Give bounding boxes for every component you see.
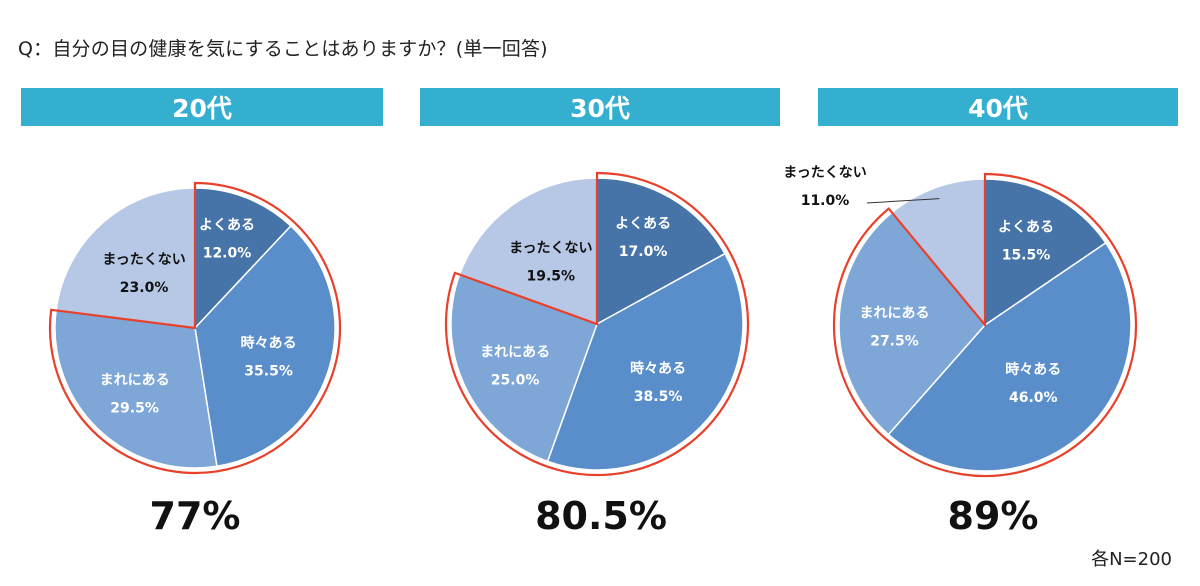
slice-value-label: 35.5% [244,364,293,380]
pie-slice-3 [450,273,598,463]
slice-category-label: まったくない [509,240,592,256]
panel-header-40s: 40代 [818,88,1178,126]
slice-value-label: 17.0% [619,244,668,260]
pie-chart-40s: よくある 15.5% 時々ある 46.0% まれにある 27.5% まったくない 11.0% [783,165,1138,478]
question-text: Q：自分の目の健康を気にすることはありますか？(単一回答) [18,38,548,60]
total-40s: 89% [947,494,1039,538]
slice-category-label: 時々ある [241,335,297,352]
highlight-outline [444,171,750,477]
pie-slice-3 [838,211,986,436]
pie-slice-2 [194,224,336,468]
highlight-outline [48,181,342,475]
slice-value-label: 46.0% [1009,390,1058,406]
slice-category-label: よくある [998,220,1054,236]
pie-chart-20s: よくある 12.0% 時々ある 35.5% まれにある 29.5% まったくない 23.0% [48,181,342,475]
slice-category-label: まれにある [100,372,170,388]
pie-slice-2 [887,241,1132,472]
slice-category-label: まったくない [783,165,866,181]
slice-value-label: 11.0% [801,193,850,209]
pie-slice-1 [596,177,726,326]
highlight-outline [832,172,1138,478]
panel-header-20s: 20代 [21,88,383,126]
slice-category-label: まれにある [480,345,550,361]
slice-value-label: 25.0% [491,373,540,389]
pie-slice-4 [458,177,598,326]
slice-category-label: 時々ある [630,360,686,377]
pie-slice-1 [984,178,1107,327]
pie-chart-30s: よくある 17.0% 時々ある 38.5% まれにある 25.0% まったくない 19.5% [444,171,750,477]
slice-category-label: よくある [199,217,255,233]
slice-value-label: 38.5% [634,389,683,405]
slice-category-label: まったくない [102,252,185,268]
total-30s: 80.5% [535,494,667,538]
pie-slice-4 [890,178,986,328]
slice-value-label: 23.0% [120,280,169,296]
pie-slice-3 [54,309,218,469]
panel-header-30s: 30代 [420,88,780,126]
slice-category-label: 時々ある [1005,361,1061,378]
total-20s: 77% [149,494,241,538]
slice-value-label: 19.5% [527,268,576,284]
slice-category-label: まれにある [860,306,930,322]
sample-size-note: 各N=200 [1091,549,1172,570]
slice-value-label: 29.5% [110,400,159,416]
pie-slice-2 [546,252,744,471]
slice-value-label: 12.0% [203,245,252,261]
pie-slice-1 [194,187,292,330]
slice-value-label: 15.5% [1002,248,1051,264]
pie-slice-4 [55,187,196,329]
slice-value-label: 27.5% [870,334,919,350]
slice-category-label: よくある [615,216,671,232]
leader-line [866,198,940,204]
